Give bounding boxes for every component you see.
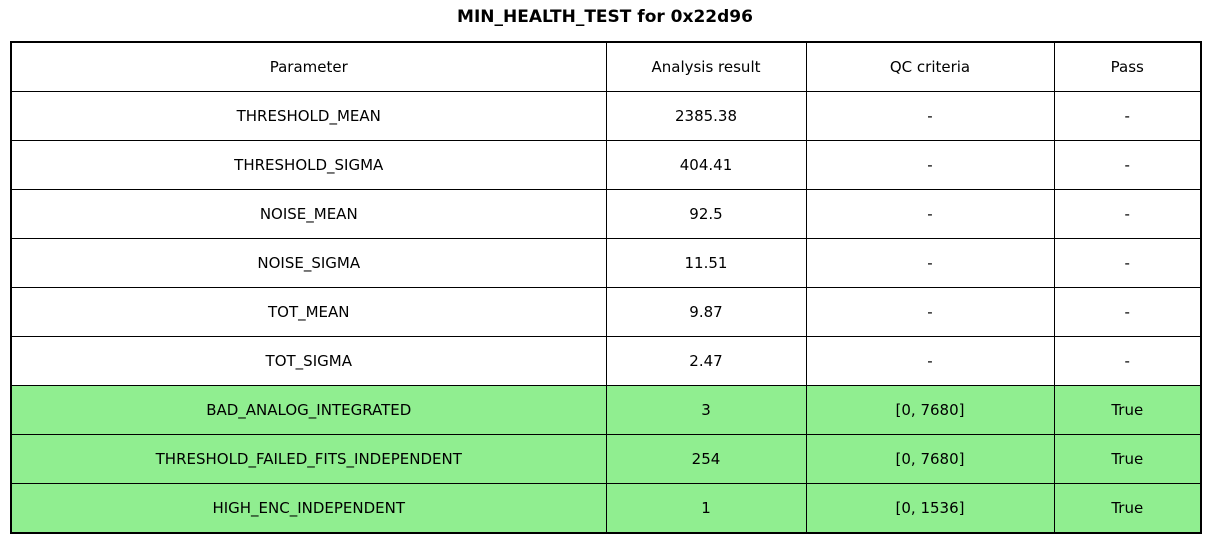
cell-pass: - xyxy=(1053,238,1202,288)
cell-pass: True xyxy=(1053,434,1202,484)
cell-pass: - xyxy=(1053,140,1202,190)
cell-analysis-result: 92.5 xyxy=(605,189,807,239)
cell-parameter: TOT_SIGMA xyxy=(10,336,607,386)
table-body: THRESHOLD_MEAN 2385.38- - THRESHOLD_SIGMA 40… xyxy=(10,91,1202,534)
cell-pass: - xyxy=(1053,287,1202,337)
cell-pass: True xyxy=(1053,483,1202,534)
page-title: MIN_HEALTH_TEST for 0x22d96 xyxy=(457,7,753,27)
cell-analysis-result: 11.51 xyxy=(605,238,807,288)
table-row: THRESHOLD_MEAN 2385.38- - xyxy=(10,91,1202,141)
col-header-qc-criteria: QC criteria xyxy=(805,41,1055,92)
table-header-row: Parameter Analysis result QC criteria Pa… xyxy=(10,41,1202,92)
cell-qc-criteria: [0, 7680] xyxy=(805,434,1055,484)
col-header-parameter: Parameter xyxy=(10,41,607,92)
cell-pass: - xyxy=(1053,189,1202,239)
cell-parameter: NOISE_SIGMA xyxy=(10,238,607,288)
cell-parameter: THRESHOLD_FAILED_FITS_INDEPENDENT xyxy=(10,434,607,484)
cell-qc-criteria: [0, 1536] xyxy=(805,483,1055,534)
table-row: NOISE_SIGMA 11.51- - xyxy=(10,238,1202,288)
table-row: THRESHOLD_SIGMA 404.41- - xyxy=(10,140,1202,190)
health-test-table: Parameter Analysis result QC criteria Pa… xyxy=(10,41,1202,534)
cell-pass: - xyxy=(1053,91,1202,141)
cell-qc-criteria: - xyxy=(805,140,1055,190)
table-row: NOISE_MEAN 92.5- - xyxy=(10,189,1202,239)
cell-qc-criteria: - xyxy=(805,91,1055,141)
cell-analysis-result: 9.87 xyxy=(605,287,807,337)
cell-analysis-result: 2.47 xyxy=(605,336,807,386)
cell-analysis-result: 1 xyxy=(605,483,807,534)
cell-analysis-result: 2385.38 xyxy=(605,91,807,141)
table-row: TOT_MEAN 9.87- - xyxy=(10,287,1202,337)
cell-qc-criteria: - xyxy=(805,189,1055,239)
cell-qc-criteria: - xyxy=(805,336,1055,386)
cell-parameter: THRESHOLD_MEAN xyxy=(10,91,607,141)
cell-parameter: THRESHOLD_SIGMA xyxy=(10,140,607,190)
cell-parameter: HIGH_ENC_INDEPENDENT xyxy=(10,483,607,534)
table-row: HIGH_ENC_INDEPENDENT 1 [0, 1536] True xyxy=(10,483,1202,534)
cell-parameter: TOT_MEAN xyxy=(10,287,607,337)
cell-pass: - xyxy=(1053,336,1202,386)
cell-qc-criteria: - xyxy=(805,287,1055,337)
cell-parameter: BAD_ANALOG_INTEGRATED xyxy=(10,385,607,435)
table-row: THRESHOLD_FAILED_FITS_INDEPENDENT 254 [0, … xyxy=(10,434,1202,484)
cell-pass: True xyxy=(1053,385,1202,435)
cell-analysis-result: 404.41 xyxy=(605,140,807,190)
cell-analysis-result: 254 xyxy=(605,434,807,484)
table-row: TOT_SIGMA 2.47- - xyxy=(10,336,1202,386)
col-header-analysis-result: Analysis result xyxy=(605,41,807,92)
col-header-pass: Pass xyxy=(1053,41,1202,92)
cell-qc-criteria: [0, 7680] xyxy=(805,385,1055,435)
cell-parameter: NOISE_MEAN xyxy=(10,189,607,239)
cell-analysis-result: 3 xyxy=(605,385,807,435)
cell-qc-criteria: - xyxy=(805,238,1055,288)
table-row: BAD_ANALOG_INTEGRATED 3 [0, 7680] True xyxy=(10,385,1202,435)
